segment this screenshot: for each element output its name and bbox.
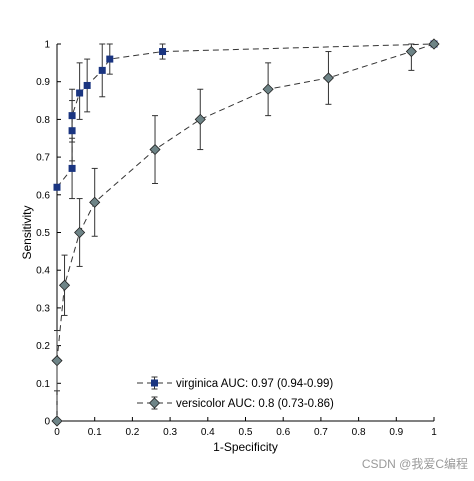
x-tick-label: 0.1: [88, 427, 102, 438]
x-tick-label: 0.3: [163, 427, 177, 438]
data-point: [322, 72, 335, 84]
data-point: [262, 83, 274, 95]
data-point: [53, 183, 61, 191]
data-point: [405, 45, 417, 58]
x-tick-label: 0.8: [352, 427, 366, 438]
legend-label: virginica AUC: 0.97 (0.94-0.99): [176, 378, 333, 390]
series-virginica: [53, 40, 438, 200]
y-tick-label: 0.6: [36, 190, 50, 201]
legend-marker: [151, 379, 158, 387]
axes: 0 0.1 0.2 0.3 0.4 0.5 0.6 0.7 0.8 0.9 1 0 0.1 0.2 0.3 0…: [20, 40, 437, 455]
data-point: [74, 226, 86, 239]
x-tick-label: 0.6: [276, 427, 290, 438]
y-tick-label: 0.7: [36, 153, 50, 164]
data-point: [68, 127, 76, 135]
data-point: [106, 55, 114, 63]
x-tick-label: 1: [431, 427, 437, 438]
x-axis-label: 1-Specificity: [213, 440, 278, 454]
y-tick-label: 0: [44, 417, 50, 428]
data-point: [98, 66, 106, 74]
legend-label: versicolor AUC: 0.8 (0.73-0.86): [176, 398, 334, 410]
y-tick-label: 0.2: [36, 341, 50, 352]
data-point: [51, 355, 63, 367]
data-point: [83, 81, 91, 89]
data-point: [58, 279, 71, 291]
y-tick-label: 0.5: [36, 228, 50, 239]
data-point: [68, 112, 76, 120]
legend: virginica AUC: 0.97 (0.94-0.99) versicolo…: [137, 376, 334, 410]
x-tick-label: 0.9: [389, 427, 403, 438]
watermark: CSDN @我爱C编程: [361, 457, 468, 471]
x-tick-label: 0.4: [201, 427, 215, 438]
data-point: [159, 48, 167, 56]
x-tick-label: 0: [54, 427, 60, 438]
data-point: [76, 89, 84, 97]
data-point: [428, 38, 440, 50]
y-tick-label: 0.4: [36, 266, 50, 277]
y-tick-label: 0.9: [36, 77, 50, 88]
series-line: [56, 43, 435, 421]
y-tick-label: 1: [44, 40, 50, 51]
x-tick-label: 0.2: [125, 427, 139, 438]
y-tick-label: 0.1: [36, 379, 50, 390]
y-axis-label: Sensitivity: [20, 205, 34, 259]
series-line: [56, 43, 435, 188]
series-layer: [51, 38, 440, 427]
data-point: [51, 415, 63, 427]
data-point: [89, 196, 101, 208]
series-versicolor: [51, 38, 440, 427]
x-tick-label: 0.5: [239, 427, 253, 438]
y-tick-label: 0.8: [36, 115, 50, 126]
data-point: [68, 164, 76, 172]
legend-marker: [148, 397, 161, 409]
data-point: [149, 143, 161, 156]
x-tick-label: 0.7: [314, 427, 328, 438]
data-point: [194, 113, 206, 125]
y-tick-label: 0.3: [36, 303, 50, 314]
